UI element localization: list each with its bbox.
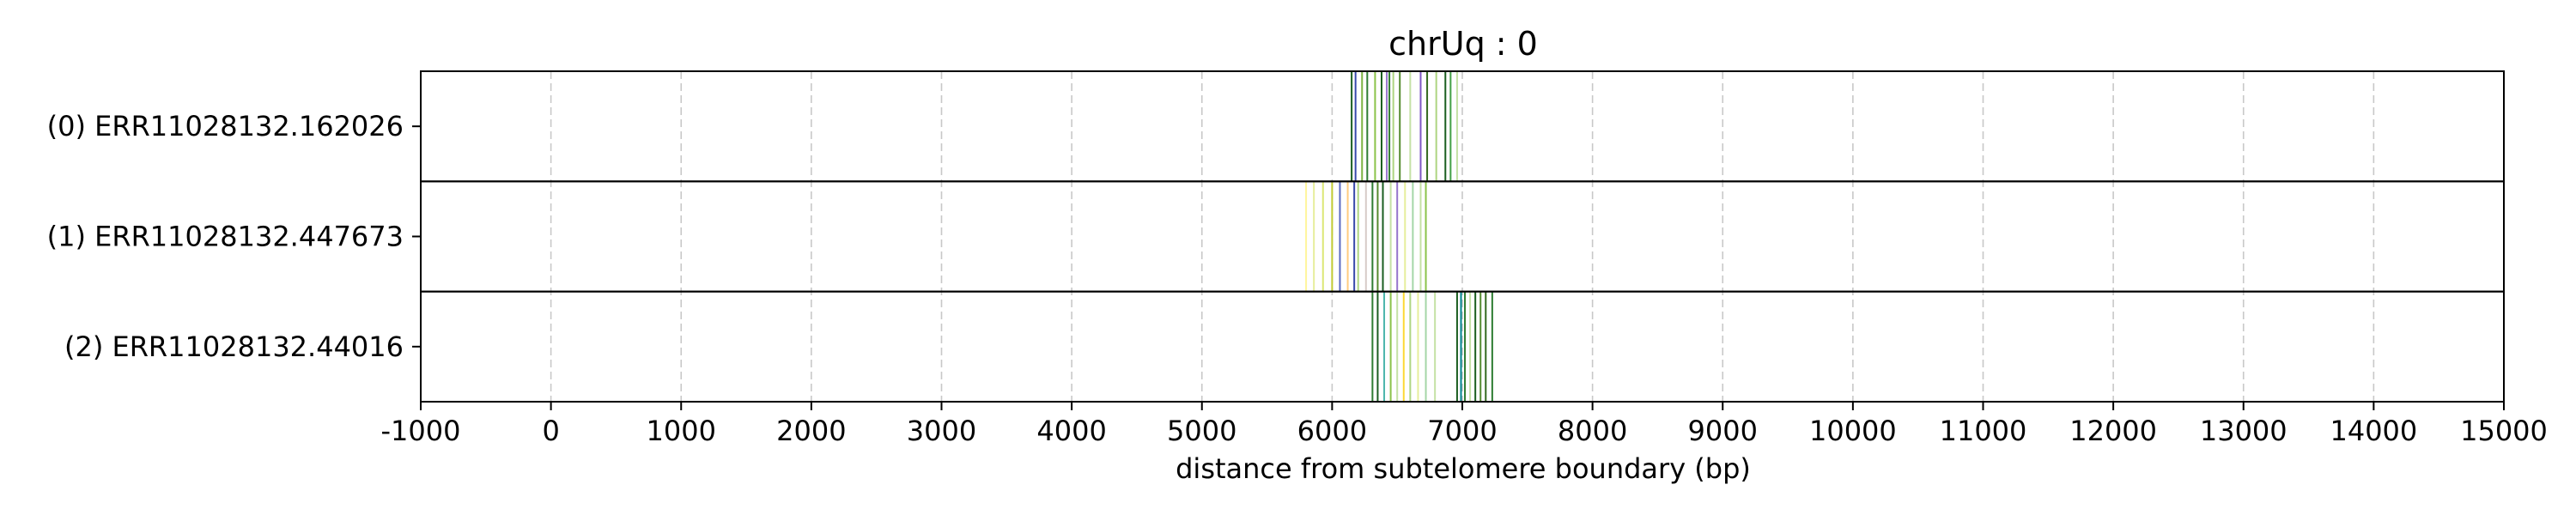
x-tick-label: 2000 <box>776 415 846 447</box>
x-tick-label: 10000 <box>1809 415 1897 447</box>
x-tick-label: 11000 <box>1940 415 2027 447</box>
x-tick-label: -1000 <box>381 415 461 447</box>
x-tick-label: 8000 <box>1558 415 1627 447</box>
track-label: (1) ERR11028132.447673 <box>47 221 404 253</box>
x-tick-label: 14000 <box>2330 415 2417 447</box>
gridlines <box>420 71 2505 402</box>
x-tick-label: 9000 <box>1688 415 1758 447</box>
x-tick-label: 7000 <box>1427 415 1497 447</box>
track-labels: (0) ERR11028132.162026 (1) ERR11028132.44… <box>47 110 421 363</box>
tracks <box>1305 71 1493 402</box>
x-tick-label: 5000 <box>1167 415 1236 447</box>
x-tick-label: 4000 <box>1036 415 1106 447</box>
x-tick-label: 1000 <box>647 415 716 447</box>
track-label: (2) ERR11028132.44016 <box>64 330 404 363</box>
x-tick-label: 3000 <box>907 415 976 447</box>
track-label: (0) ERR11028132.162026 <box>47 110 404 142</box>
chart-title: chrUq : 0 <box>1388 25 1538 63</box>
x-tick-label: 0 <box>542 415 559 447</box>
x-axis: -1000 0 1000 2000 3000 4000 5000 6000 7000 8000 90… <box>381 402 2548 447</box>
x-axis-label: distance from subtelomere boundary (bp) <box>1176 452 1751 485</box>
x-tick-label: 12000 <box>2069 415 2157 447</box>
x-tick-label: 15000 <box>2460 415 2548 447</box>
x-tick-label: 6000 <box>1297 415 1367 447</box>
x-tick-label: 13000 <box>2200 415 2287 447</box>
